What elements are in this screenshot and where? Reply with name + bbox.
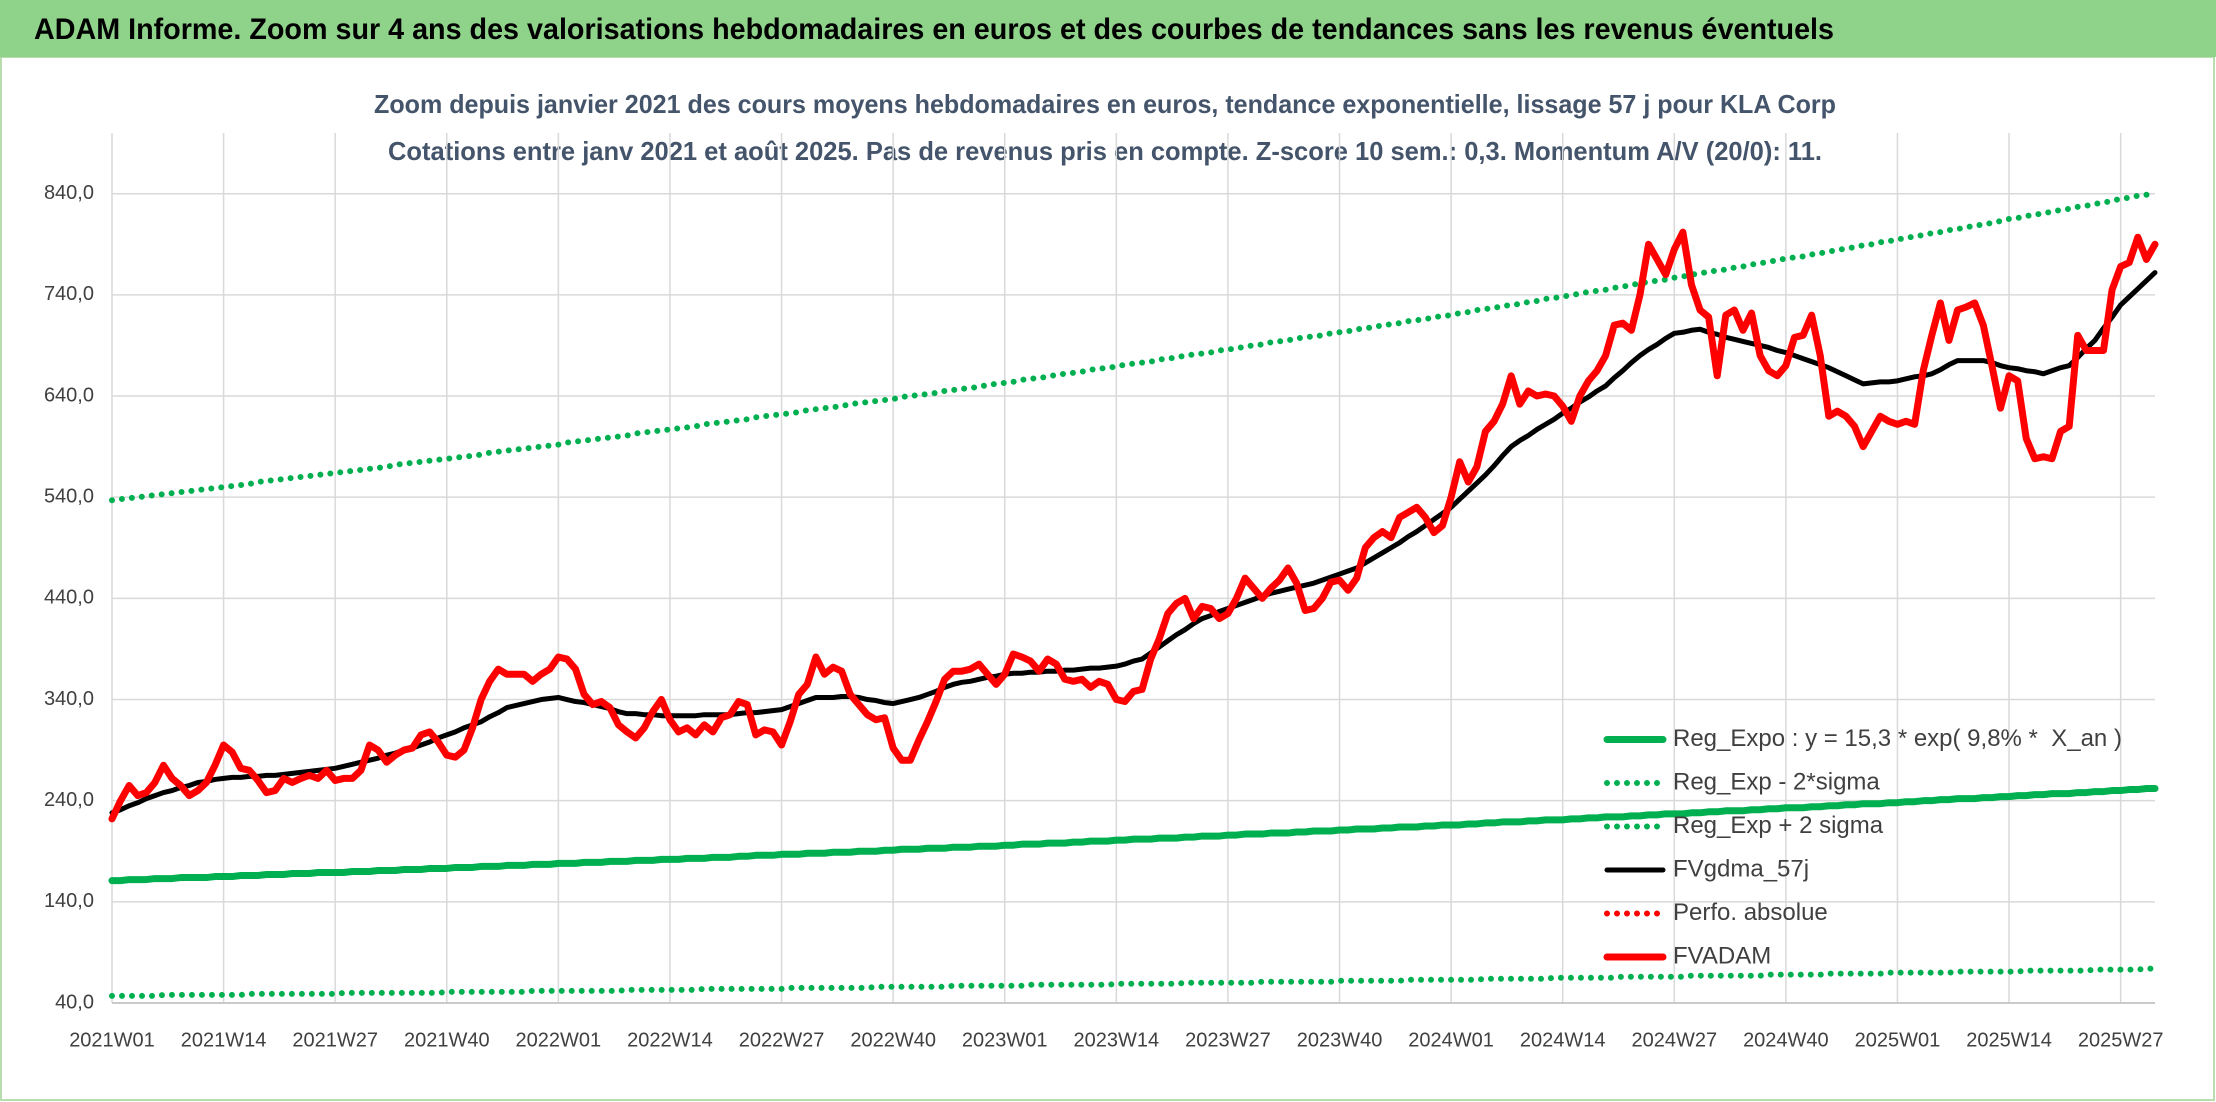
x-tick-label: 2022W40 [850,1029,936,1051]
x-tick-label: 2021W27 [292,1029,378,1051]
series-line [109,270,2158,816]
y-tick-label: 840,0 [44,182,94,204]
chart-frame [0,56,2215,1101]
legend-label: FVADAM [1673,942,1771,969]
x-tick-label: 2021W40 [404,1029,490,1051]
x-tick-label: 2023W40 [1297,1029,1383,1051]
y-tick-label: 440,0 [44,587,94,609]
subtitle: Zoom depuis janvier 2021 des cours moyen… [374,89,1836,119]
x-tick-label: 2025W14 [1966,1029,2052,1051]
subtitle: Cotations entre janv 2021 et août 2025. … [388,136,1822,166]
legend-label: Reg_Exp + 2 sigma [1673,812,1884,839]
x-tick-label: 2024W27 [1631,1029,1717,1051]
y-tick-label: 140,0 [44,890,94,912]
x-tick-label: 2021W01 [69,1029,155,1051]
series-line [109,965,2158,999]
x-tick-label: 2025W01 [1855,1029,1941,1051]
x-tick-label: 2023W14 [1074,1029,1160,1051]
y-tick-label: 340,0 [44,688,94,710]
x-tick-label: 2022W01 [516,1029,602,1051]
series-line [108,228,2159,823]
y-tick-label: 540,0 [44,485,94,507]
x-tick-label: 2022W14 [627,1029,713,1051]
legend-label: Reg_Expo : y = 15,3 * exp( 9,8% * X_an ) [1673,725,2122,752]
y-tick-label: 240,0 [44,789,94,811]
legend-label: Reg_Exp - 2*sigma [1673,768,1880,795]
x-tick-label: 2024W14 [1520,1029,1606,1051]
header-bar [0,0,2216,57]
series-line [108,785,2159,885]
legend-label: Perfo. absolue [1673,899,1828,926]
chart-title: ADAM Informe. Zoom sur 4 ans des valoris… [34,13,1834,46]
x-tick-label: 2024W40 [1743,1029,1829,1051]
x-tick-label: 2023W27 [1185,1029,1271,1051]
y-tick-label: 740,0 [44,283,94,305]
x-tick-label: 2023W01 [962,1029,1048,1051]
x-tick-label: 2024W01 [1408,1029,1494,1051]
legend-label: FVgdma_57j [1673,855,1809,882]
y-tick-label: 40,0 [55,991,94,1013]
x-tick-label: 2025W27 [2078,1029,2164,1051]
y-tick-label: 640,0 [44,384,94,406]
x-tick-label: 2022W27 [739,1029,825,1051]
series-line [109,189,2158,504]
x-tick-label: 2021W14 [181,1029,267,1051]
